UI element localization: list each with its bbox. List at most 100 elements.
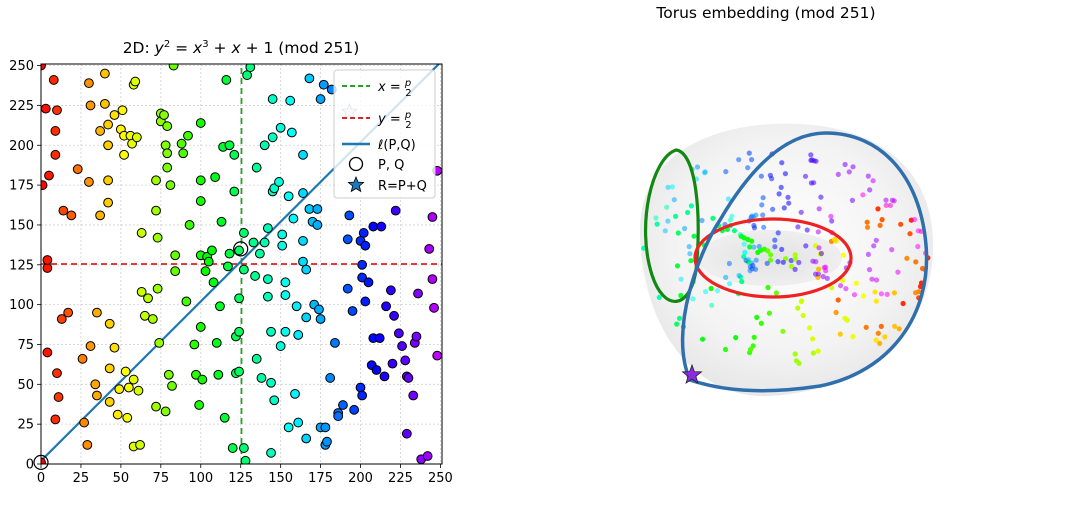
data-point xyxy=(207,245,217,256)
data-point xyxy=(333,411,344,422)
torus-point xyxy=(745,165,751,171)
y-axis-ticks: 0 25 50 75 100 125 150 175 200 225 250 xyxy=(9,59,41,473)
torus-point xyxy=(786,200,792,206)
torus-point xyxy=(869,276,875,282)
data-point xyxy=(103,197,113,208)
torus-point xyxy=(882,334,888,340)
torus-point xyxy=(765,248,771,254)
data-point xyxy=(251,162,262,173)
torus-point xyxy=(803,243,809,249)
data-point xyxy=(389,310,399,321)
data-point xyxy=(195,118,206,128)
torus-point xyxy=(709,302,715,308)
torus-point xyxy=(898,221,904,227)
torus-point xyxy=(749,238,755,244)
torus-point xyxy=(758,173,765,179)
data-point xyxy=(280,277,291,288)
data-point xyxy=(291,301,302,312)
torus-point xyxy=(846,169,852,175)
torus-point xyxy=(758,247,764,253)
torus-point xyxy=(907,231,913,237)
torus-point xyxy=(768,252,774,258)
data-point xyxy=(181,296,192,307)
torus-point xyxy=(747,264,754,270)
torus-point xyxy=(813,158,819,164)
torus-point xyxy=(793,358,800,364)
torus-point xyxy=(828,213,834,219)
torus-point xyxy=(883,202,889,208)
data-point xyxy=(277,229,288,240)
data-point xyxy=(195,322,206,332)
torus-point xyxy=(760,212,766,218)
data-point xyxy=(290,388,300,399)
x-tick-label: 125 xyxy=(228,471,253,486)
torus-point xyxy=(873,298,879,304)
torus-point xyxy=(751,334,757,340)
torus-point xyxy=(832,236,838,242)
data-point xyxy=(318,79,329,90)
torus-point xyxy=(749,213,755,219)
data-point xyxy=(315,94,326,104)
torus-point xyxy=(820,274,826,280)
data-point xyxy=(216,216,227,227)
torus-point xyxy=(829,218,835,224)
data-point xyxy=(154,337,165,348)
data-point xyxy=(152,232,163,243)
torus-point xyxy=(775,230,781,236)
data-point xyxy=(424,243,435,254)
torus-point xyxy=(727,217,734,223)
x-tick-label: 175 xyxy=(308,471,333,486)
data-point xyxy=(347,306,358,316)
data-point xyxy=(293,417,304,428)
data-point xyxy=(266,447,276,458)
data-point xyxy=(100,98,110,109)
data-point xyxy=(393,328,404,339)
data-point xyxy=(211,337,222,348)
data-point xyxy=(162,121,173,132)
torus-point xyxy=(736,272,742,279)
data-point xyxy=(215,301,225,312)
torus-point xyxy=(866,267,873,273)
torus-point xyxy=(875,330,881,336)
data-point xyxy=(52,105,62,116)
data-point xyxy=(266,326,276,337)
torus-point xyxy=(840,252,847,258)
torus-point xyxy=(662,228,668,234)
data-point xyxy=(379,371,390,382)
data-point xyxy=(330,337,340,348)
torus-point xyxy=(690,296,696,302)
torus-point xyxy=(675,230,681,236)
curve-2d-chart: 2D: y2 = x3 + x + 1 (mod 251) 0 25 50 75 100… xyxy=(9,39,453,486)
data-point xyxy=(224,248,235,259)
torus-point xyxy=(796,259,802,266)
plot-frame xyxy=(40,63,443,465)
y-tick-label: 25 xyxy=(17,418,34,433)
data-point xyxy=(56,314,67,324)
points-layer xyxy=(41,64,442,464)
y-tick-label: 75 xyxy=(17,338,34,353)
torus-point xyxy=(710,215,716,221)
x-tick-label: 150 xyxy=(268,471,293,486)
data-point xyxy=(349,404,360,415)
data-point xyxy=(58,205,69,216)
data-point xyxy=(427,212,438,222)
data-point xyxy=(250,271,260,281)
torus-curve-x-half xyxy=(644,148,700,303)
marked-point-pq xyxy=(233,241,249,257)
data-point xyxy=(238,443,249,453)
data-point xyxy=(427,274,438,285)
data-point xyxy=(189,339,200,350)
data-point xyxy=(275,341,286,351)
data-point xyxy=(357,390,368,401)
torus-point xyxy=(867,187,873,193)
torus-point xyxy=(860,293,867,299)
torus-point xyxy=(913,259,919,265)
data-point xyxy=(360,240,371,251)
data-point xyxy=(203,256,214,267)
torus-point xyxy=(733,335,739,341)
y-tick-label: 150 xyxy=(9,218,34,233)
torus-point xyxy=(772,237,778,243)
torus-point xyxy=(669,184,676,190)
data-point xyxy=(147,314,158,324)
